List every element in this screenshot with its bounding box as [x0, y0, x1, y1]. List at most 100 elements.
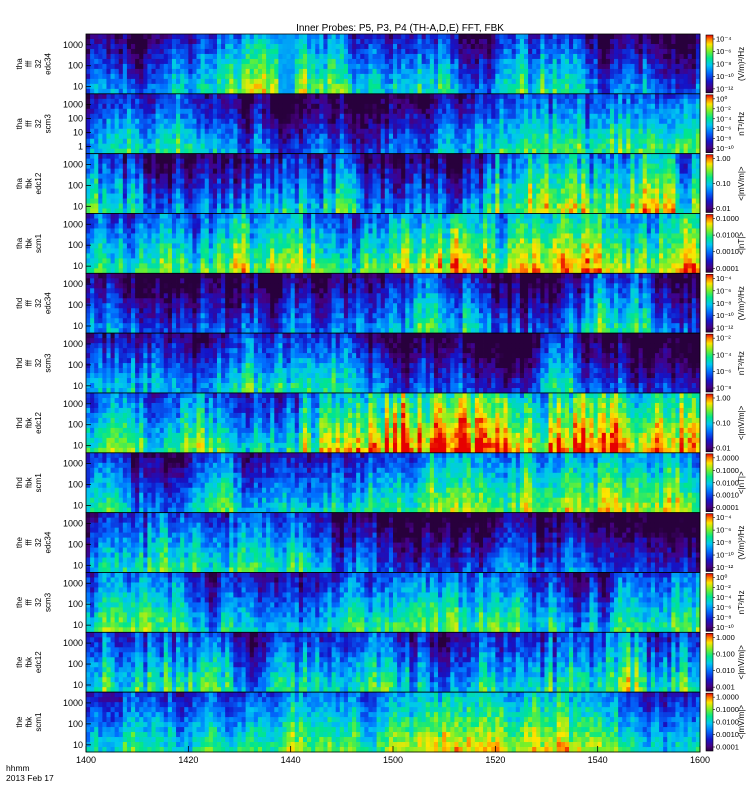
spectrogram-cell	[601, 128, 607, 135]
spectrogram-cell	[536, 93, 541, 100]
spectrogram-cell	[663, 73, 668, 80]
spectrogram-cell	[257, 53, 263, 60]
spectrogram-cell	[454, 108, 459, 115]
spectrogram-cell	[605, 123, 611, 130]
spectrogram-cell	[364, 88, 369, 95]
spectrogram-cell	[679, 143, 685, 150]
spectrogram-cell	[564, 128, 570, 135]
spectrogram-cell	[397, 108, 402, 115]
spectrogram-cell	[311, 158, 316, 165]
spectrogram-cell	[528, 133, 533, 140]
spectrogram-cell	[245, 203, 251, 209]
spectrogram-cell	[270, 188, 275, 194]
spectrogram-cell	[609, 38, 615, 45]
spectrogram-cell	[94, 133, 99, 140]
spectrogram-cell	[675, 58, 680, 65]
spectrogram-cell	[225, 188, 230, 194]
spectrogram-cell	[323, 158, 328, 165]
spectrogram-cell	[212, 173, 218, 179]
spectrogram-cell	[544, 53, 549, 60]
spectrogram-cell	[311, 148, 316, 155]
spectrogram-cell	[597, 68, 603, 75]
spectrogram-cell	[298, 43, 304, 50]
spectrogram-cell	[212, 123, 218, 130]
spectrogram-cell	[585, 34, 590, 40]
spectrogram-cell	[216, 173, 222, 179]
spectrogram-cell	[196, 163, 202, 170]
spectrogram-cell	[618, 128, 623, 135]
spectrogram-cell	[208, 43, 214, 50]
spectrogram-cell	[90, 188, 95, 194]
spectrogram-cell	[245, 193, 251, 199]
spectrogram-cell	[683, 138, 689, 145]
spectrogram-cell	[544, 103, 549, 110]
spectrogram-cell	[376, 193, 382, 199]
spectrogram-cell	[523, 88, 529, 95]
spectrogram-cell	[483, 58, 488, 65]
spectrogram-cell	[98, 168, 103, 175]
spectrogram-cell	[294, 198, 300, 204]
spectrogram-cell	[687, 113, 693, 120]
spectrogram-cell	[307, 98, 312, 105]
spectrogram-cell	[167, 73, 173, 80]
spectrogram-cell	[548, 93, 554, 100]
spectrogram-cell	[650, 93, 656, 100]
spectrogram-cell	[151, 138, 156, 145]
spectrogram-cell	[638, 148, 644, 155]
spectrogram-cell	[167, 198, 173, 204]
spectrogram-cell	[642, 128, 648, 135]
spectrogram-cell	[695, 83, 701, 90]
spectrogram-cell	[216, 133, 222, 140]
spectrogram-cell	[343, 208, 349, 214]
spectrogram-cell	[139, 53, 144, 60]
spectrogram-cell	[139, 88, 144, 95]
spectrogram-cell	[384, 34, 390, 40]
spectrogram-cell	[274, 63, 279, 70]
spectrogram-cell	[159, 148, 165, 155]
spectrogram-cell	[601, 148, 607, 155]
spectrogram-cell	[589, 34, 594, 40]
spectrogram-cell	[515, 78, 521, 85]
spectrogram-cell	[507, 38, 513, 45]
spectrogram-cell	[339, 188, 345, 194]
spectrogram-cell	[274, 38, 279, 45]
spectrogram-cell	[388, 98, 394, 105]
spectrogram-cell	[274, 103, 279, 110]
spectrogram-cell	[495, 58, 500, 65]
spectrogram-cell	[176, 203, 181, 209]
spectrogram-cell	[233, 83, 238, 90]
spectrogram-cell	[466, 103, 472, 110]
spectrogram-cell	[519, 138, 525, 145]
spectrogram-cell	[294, 43, 300, 50]
spectrogram-cell	[270, 133, 275, 140]
spectrogram-cell	[151, 198, 156, 204]
spectrogram-cell	[257, 128, 263, 135]
spectrogram-cell	[569, 68, 574, 75]
spectrogram-cell	[319, 103, 324, 110]
spectrogram-cell	[180, 153, 185, 160]
spectrogram-cell	[212, 128, 218, 135]
spectrogram-cell	[200, 138, 206, 145]
spectrogram-cell	[695, 93, 701, 100]
spectrogram-cell	[184, 148, 189, 155]
spectrogram-cell	[319, 193, 324, 199]
spectrogram-cell	[245, 98, 251, 105]
spectrogram-cell	[208, 118, 214, 125]
spectrogram-cell	[319, 38, 324, 45]
spectrogram-cell	[282, 48, 287, 55]
spectrogram-cell	[614, 73, 619, 80]
spectrogram-cell	[225, 123, 230, 130]
spectrogram-cell	[495, 163, 500, 170]
spectrogram-cell	[290, 163, 296, 170]
spectrogram-cell	[155, 188, 161, 194]
spectrogram-cell	[331, 143, 337, 150]
spectrogram-cell	[225, 43, 230, 50]
spectrogram-cell	[597, 38, 603, 45]
spectrogram-cell	[335, 183, 341, 189]
spectrogram-cell	[286, 203, 292, 209]
spectrogram-cell	[609, 133, 615, 140]
spectrogram-cell	[126, 58, 132, 65]
spectrogram-cell	[556, 103, 562, 110]
spectrogram-cell	[614, 83, 619, 90]
spectrogram-cell	[536, 58, 541, 65]
